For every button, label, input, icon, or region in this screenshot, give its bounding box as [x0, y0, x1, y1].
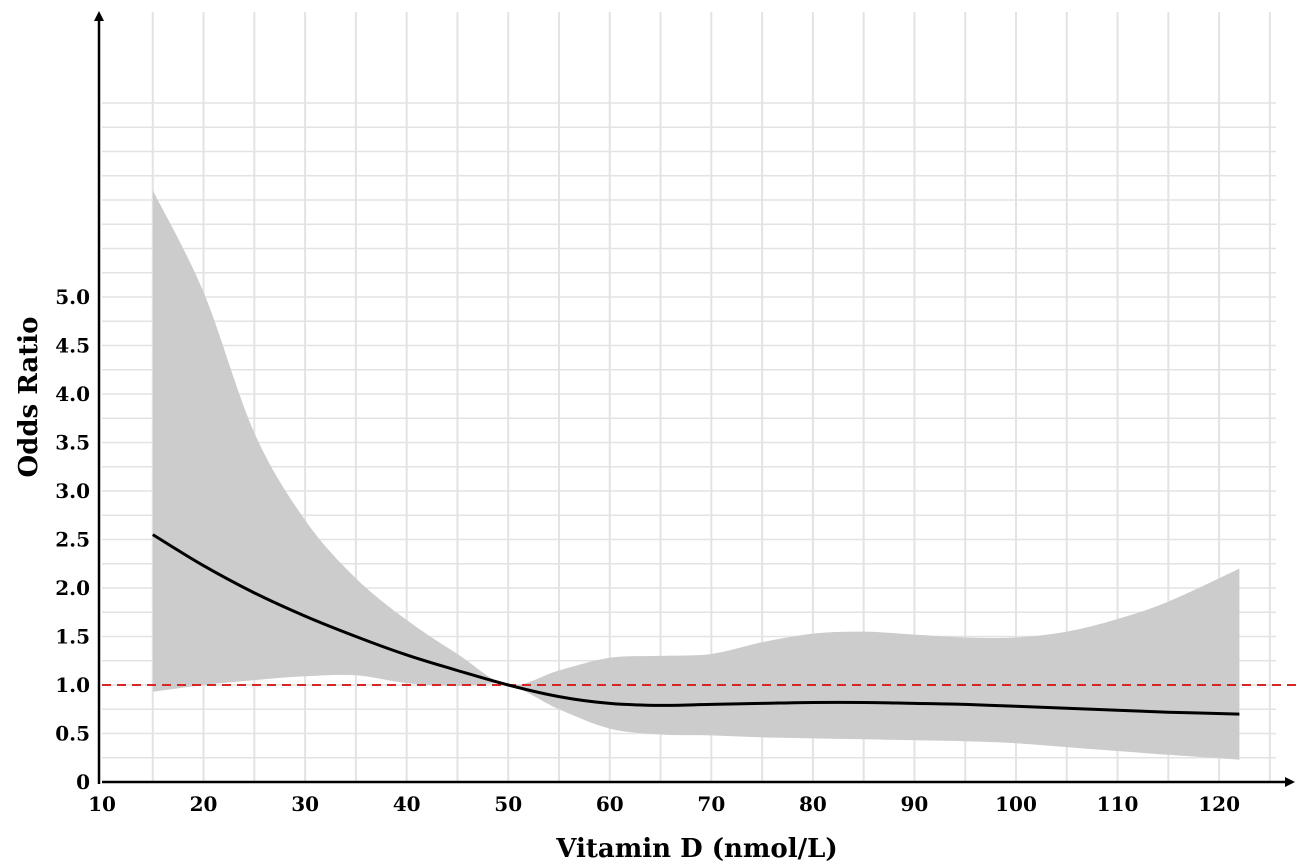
y-tick-label: 1.0 — [55, 673, 90, 697]
x-tick-label: 90 — [901, 792, 929, 816]
y-tick-label: 4.5 — [55, 334, 90, 358]
y-tick-label: 0 — [76, 770, 90, 794]
x-tick-label: 30 — [291, 792, 319, 816]
tick-labels: 10 20 30 40 50 60 70 80 90 100 110 120 0 0.5 1.0 1.5 2.0… — [55, 285, 1240, 816]
x-tick-label: 70 — [697, 792, 725, 816]
y-tick-label: 3.5 — [55, 431, 90, 455]
x-tick-label: 20 — [190, 792, 218, 816]
x-tick-label: 110 — [1097, 792, 1139, 816]
x-tick-label: 10 — [88, 792, 116, 816]
y-tick-label: 0.5 — [55, 722, 90, 746]
y-tick-label: 3.0 — [55, 479, 90, 503]
x-tick-label: 120 — [1198, 792, 1240, 816]
y-tick-label: 4.0 — [55, 382, 90, 406]
y-tick-label: 2.0 — [55, 576, 90, 600]
y-axis-title: Odds Ratio — [14, 317, 44, 478]
spline-line-layer — [152, 533, 1240, 716]
axes — [94, 11, 1295, 787]
y-tick-label: 2.5 — [55, 528, 90, 552]
x-tick-label: 40 — [393, 792, 421, 816]
x-axis-arrow-icon — [1285, 777, 1295, 787]
odds-ratio-line — [152, 533, 1240, 716]
y-axis-arrow-icon — [94, 11, 104, 21]
confidence-band — [152, 190, 1240, 760]
x-tick-label: 60 — [596, 792, 624, 816]
x-tick-label: 50 — [494, 792, 522, 816]
y-tick-label: 1.5 — [55, 625, 90, 649]
x-tick-label: 100 — [995, 792, 1037, 816]
confidence-interval-band — [152, 190, 1240, 760]
y-tick-label: 5.0 — [55, 285, 90, 309]
x-tick-label: 80 — [799, 792, 827, 816]
x-axis-title: Vitamin D (nmol/L) — [555, 834, 837, 864]
